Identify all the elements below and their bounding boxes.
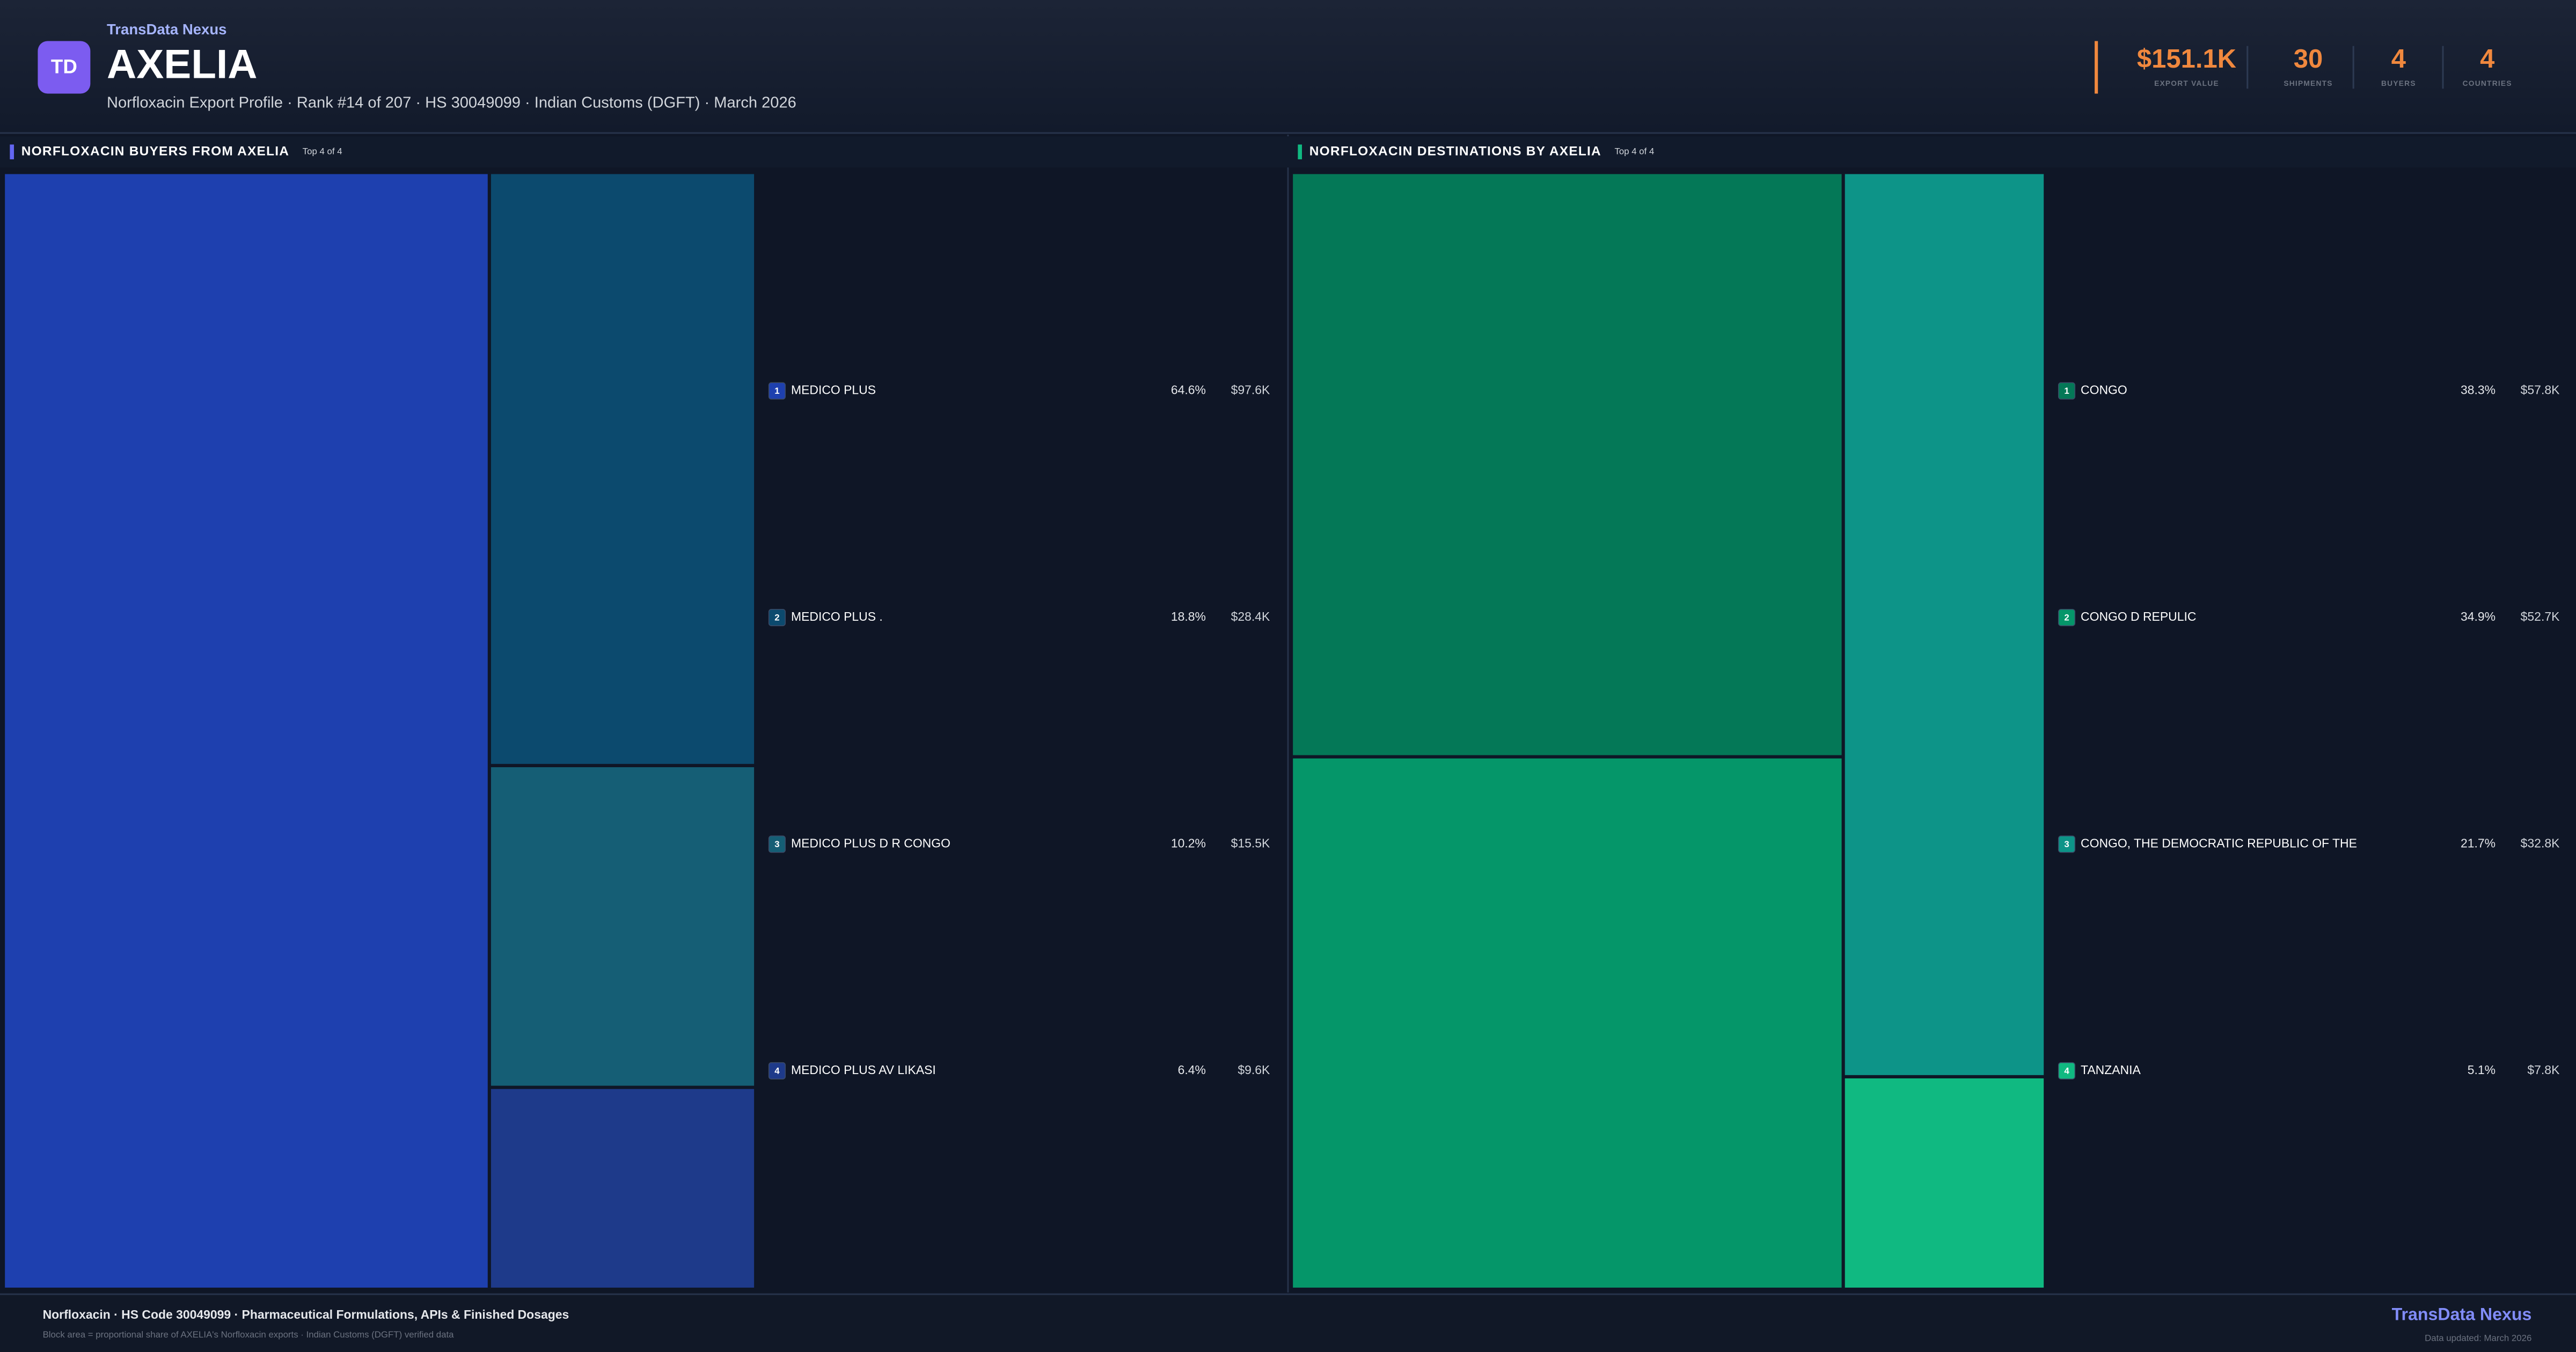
list-share: 34.9%: [2461, 609, 2496, 623]
list-value: $9.6K: [1238, 1063, 1270, 1077]
list-share: 6.4%: [1178, 1063, 1206, 1077]
rank-text: 1: [2064, 386, 2069, 396]
treemap-block: [1291, 172, 1843, 757]
panel-subtitle: Top 4 of 4: [1614, 146, 1654, 157]
kpi-label: BUYERS: [2381, 79, 2416, 87]
rank-text: 1: [774, 386, 779, 396]
footer-updated: Data updated: March 2026: [2425, 1333, 2531, 1343]
kpi-accent: [2095, 41, 2098, 94]
list-name: MEDICO PLUS: [791, 383, 876, 397]
footer-brand: TransData Nexus: [2392, 1305, 2532, 1324]
list-value: $32.8K: [2521, 836, 2560, 850]
list-name: CONGO D REPULIC: [2081, 609, 2196, 623]
panel-subtitle: Top 4 of 4: [303, 146, 342, 157]
list-name: CONGO: [2081, 383, 2127, 397]
list-value: $28.4K: [1231, 609, 1270, 623]
list-value: $52.7K: [2521, 609, 2560, 623]
rank-text: 2: [2064, 612, 2069, 622]
list-value: $7.8K: [2527, 1063, 2560, 1077]
footer-title: Norfloxacin · HS Code 30049099 · Pharmac…: [43, 1307, 569, 1321]
list-share: 10.2%: [1171, 836, 1206, 850]
kpi-value: $151.1K: [2137, 45, 2236, 74]
logo: [38, 41, 91, 94]
rank-text: 2: [774, 612, 779, 622]
rank-badge: [2058, 608, 2076, 627]
list-name: MEDICO PLUS D R CONGO: [791, 836, 950, 850]
kpi-value: 4: [2480, 45, 2494, 74]
rank-badge: [768, 1062, 786, 1079]
list-value: $57.8K: [2521, 383, 2560, 397]
treemap-block: [1291, 756, 1843, 1290]
panel-header: [1288, 136, 2576, 168]
kpi-label: SHIPMENTS: [2284, 79, 2332, 87]
list-name: CONGO, THE DEMOCRATIC REPUBLIC OF THE: [2081, 836, 2357, 850]
panel-title: NORFLOXACIN DESTINATIONS BY AXELIA: [1309, 144, 1601, 159]
list-share: 18.8%: [1171, 609, 1206, 623]
rank-badge: [768, 608, 786, 627]
list-share: 38.3%: [2461, 383, 2496, 397]
rank-badge: [2058, 382, 2076, 400]
treemap-block: [1843, 172, 2046, 1077]
brand: TransData Nexus: [107, 21, 227, 38]
list-share: 5.1%: [2468, 1063, 2496, 1077]
rank-badge: [768, 382, 786, 400]
list-name: TANZANIA: [2081, 1063, 2141, 1077]
rank-text: 3: [774, 839, 779, 849]
treemap-block: [489, 172, 756, 766]
page-title: AXELIA: [107, 42, 258, 87]
list-share: 64.6%: [1171, 383, 1206, 397]
list-value: $97.6K: [1231, 383, 1270, 397]
kpi-label: COUNTRIES: [2463, 79, 2512, 87]
treemap-block: [489, 765, 756, 1088]
list-name: MEDICO PLUS .: [791, 609, 883, 623]
rank-badge: [768, 835, 786, 853]
kpi-value: 4: [2391, 45, 2406, 74]
treemap-block: [3, 172, 489, 1290]
kpi-value: 30: [2294, 45, 2323, 74]
treemap-block: [489, 1087, 756, 1290]
page-subtitle: Norfloxacin Export Profile · Rank #14 of…: [107, 94, 796, 112]
rank-text: 3: [2064, 839, 2069, 849]
panel-header: [0, 136, 1289, 168]
list-name: MEDICO PLUS AV LIKASI: [791, 1063, 936, 1077]
kpi-label: EXPORT VALUE: [2154, 79, 2219, 87]
panel-accent: [10, 144, 14, 159]
logo-text: TD: [51, 56, 77, 78]
list-share: 21.7%: [2461, 836, 2496, 850]
rank-text: 4: [774, 1066, 780, 1076]
footer-note: Block area = proportional share of AXELI…: [43, 1329, 455, 1340]
rank-badge: [2058, 1062, 2076, 1079]
list-value: $15.5K: [1231, 836, 1270, 850]
rank-badge: [2058, 835, 2076, 853]
panel-title: NORFLOXACIN BUYERS FROM AXELIA: [21, 144, 289, 159]
footer: [0, 1294, 2576, 1352]
header: [0, 0, 2576, 133]
rank-text: 4: [2064, 1066, 2069, 1076]
panel-accent: [1298, 144, 1302, 159]
treemap-block: [1843, 1076, 2046, 1290]
